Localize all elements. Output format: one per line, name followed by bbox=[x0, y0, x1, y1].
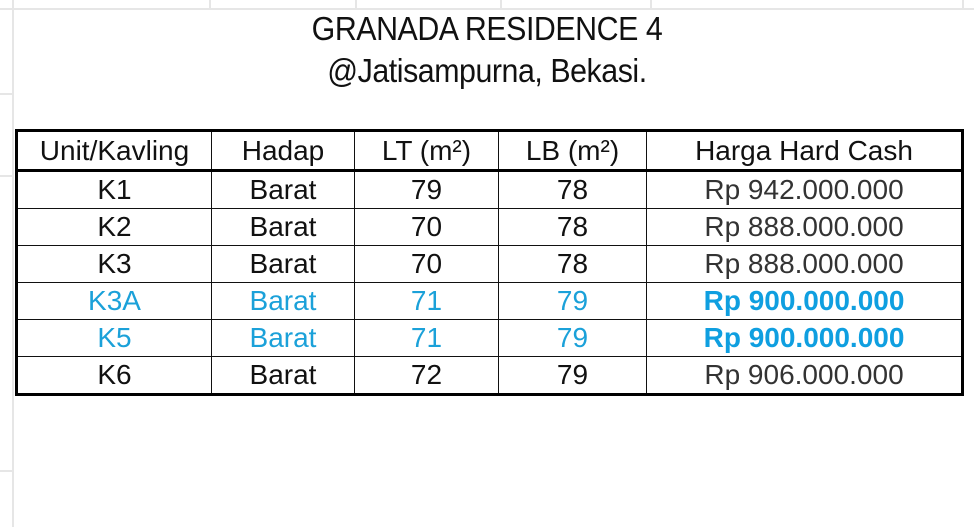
sheet-gridline bbox=[500, 0, 502, 9]
sheet-gridline bbox=[0, 93, 12, 95]
table-header-row: Unit/Kavling Hadap LT (m²) LB (m²) Harga… bbox=[16, 130, 963, 172]
cell-price[interactable]: Rp 888.000.000 bbox=[646, 208, 963, 246]
cell-lb[interactable]: 79 bbox=[498, 319, 647, 357]
cell-lt[interactable]: 70 bbox=[354, 245, 499, 283]
cell-lb[interactable]: 78 bbox=[498, 208, 647, 246]
header-hadap[interactable]: Hadap bbox=[211, 130, 355, 172]
price-table: Unit/Kavling Hadap LT (m²) LB (m²) Harga… bbox=[15, 129, 964, 396]
header-lt[interactable]: LT (m²) bbox=[354, 130, 499, 172]
table-row: K3A Barat 71 79 Rp 900.000.000 bbox=[16, 282, 963, 320]
cell-lb[interactable]: 78 bbox=[498, 170, 647, 209]
cell-lb[interactable]: 79 bbox=[498, 356, 647, 395]
cell-lt[interactable]: 72 bbox=[354, 356, 499, 395]
cell-lt[interactable]: 71 bbox=[354, 319, 499, 357]
cell-hadap[interactable]: Barat bbox=[211, 170, 355, 209]
cell-lt[interactable]: 71 bbox=[354, 282, 499, 320]
cell-price[interactable]: Rp 900.000.000 bbox=[646, 319, 963, 357]
cell-lb[interactable]: 78 bbox=[498, 245, 647, 283]
sheet-gridline bbox=[650, 0, 652, 9]
table-row: K2 Barat 70 78 Rp 888.000.000 bbox=[16, 208, 963, 246]
cell-unit[interactable]: K6 bbox=[16, 356, 212, 395]
sheet-gridline bbox=[962, 0, 964, 9]
cell-hadap[interactable]: Barat bbox=[211, 319, 355, 357]
sheet-gridline bbox=[0, 8, 974, 10]
cell-price[interactable]: Rp 900.000.000 bbox=[646, 282, 963, 320]
cell-price[interactable]: Rp 888.000.000 bbox=[646, 245, 963, 283]
table-row: K5 Barat 71 79 Rp 900.000.000 bbox=[16, 319, 963, 357]
cell-hadap[interactable]: Barat bbox=[211, 245, 355, 283]
cell-unit[interactable]: K5 bbox=[16, 319, 212, 357]
cell-hadap[interactable]: Barat bbox=[211, 208, 355, 246]
sheet-gridline bbox=[12, 0, 14, 527]
cell-price[interactable]: Rp 942.000.000 bbox=[646, 170, 963, 209]
cell-lt[interactable]: 79 bbox=[354, 170, 499, 209]
sheet-gridline bbox=[355, 0, 357, 9]
sheet-gridline bbox=[0, 470, 12, 472]
header-unit[interactable]: Unit/Kavling bbox=[16, 130, 212, 172]
header-lb[interactable]: LB (m²) bbox=[498, 130, 647, 172]
cell-unit[interactable]: K3 bbox=[16, 245, 212, 283]
sheet-title: GRANADA RESIDENCE 4 bbox=[311, 10, 663, 47]
cell-unit[interactable]: K2 bbox=[16, 208, 212, 246]
cell-hadap[interactable]: Barat bbox=[211, 282, 355, 320]
cell-price[interactable]: Rp 906.000.000 bbox=[646, 356, 963, 395]
sheet-gridline bbox=[0, 175, 12, 177]
sheet-subtitle: @Jatisampurna, Bekasi. bbox=[327, 52, 647, 89]
cell-lt[interactable]: 70 bbox=[354, 208, 499, 246]
table-row: K3 Barat 70 78 Rp 888.000.000 bbox=[16, 245, 963, 283]
cell-unit[interactable]: K3A bbox=[16, 282, 212, 320]
cell-unit[interactable]: K1 bbox=[16, 170, 212, 209]
table-row: K6 Barat 72 79 Rp 906.000.000 bbox=[16, 356, 963, 395]
sheet-gridline bbox=[209, 0, 211, 9]
header-price[interactable]: Harga Hard Cash bbox=[646, 130, 963, 172]
cell-hadap[interactable]: Barat bbox=[211, 356, 355, 395]
table-row: K1 Barat 79 78 Rp 942.000.000 bbox=[16, 170, 963, 209]
cell-lb[interactable]: 79 bbox=[498, 282, 647, 320]
